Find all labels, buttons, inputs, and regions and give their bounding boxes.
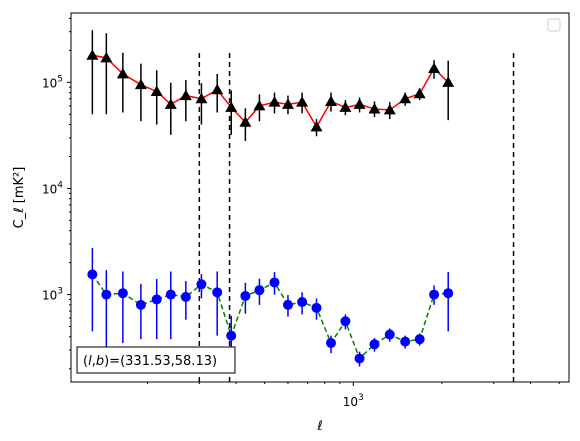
circle-marker: [254, 285, 265, 296]
triangle-marker: [211, 83, 224, 95]
triangle-marker: [310, 120, 323, 132]
circle-marker: [135, 299, 146, 310]
legend-box: [547, 18, 561, 32]
circle-marker: [369, 339, 380, 350]
triangle-marker: [179, 89, 192, 101]
circle-marker: [180, 291, 191, 302]
y-axis-label: C_ℓ [mK²]: [12, 167, 27, 229]
circle-marker: [414, 334, 425, 345]
circle-marker: [165, 289, 176, 300]
triangle-marker: [428, 62, 441, 73]
triangle-marker: [150, 85, 163, 96]
circle-marker: [240, 290, 251, 301]
circle-marker: [400, 336, 411, 347]
circle-marker: [297, 297, 308, 308]
circle-marker: [269, 277, 280, 288]
y-tick-label: 105: [42, 74, 63, 90]
y-tick-label: 104: [42, 180, 63, 196]
x-axis-label: ℓ: [316, 419, 322, 434]
circle-marker: [87, 269, 98, 280]
triangle-marker: [353, 98, 366, 109]
circle-marker: [117, 288, 128, 299]
triangle-marker: [100, 51, 113, 63]
triangle-marker: [383, 103, 396, 115]
triangle-marker: [134, 78, 147, 90]
annotation-text: (l,b)=(331.53,58.13): [83, 354, 217, 369]
circle-marker: [101, 289, 112, 300]
triangle-marker: [195, 92, 208, 104]
series-line: [92, 54, 449, 129]
triangle-marker: [339, 101, 352, 112]
triangle-marker: [413, 87, 426, 99]
triangle-marker: [399, 92, 412, 104]
triangle-marker: [225, 101, 238, 112]
circle-marker: [226, 330, 237, 341]
triangle-marker: [164, 98, 177, 109]
triangle-marker: [281, 98, 294, 109]
circle-marker: [326, 337, 337, 348]
triangle-marker: [239, 116, 252, 127]
series-layer: [86, 30, 515, 382]
y-tick-label: 103: [42, 287, 63, 303]
circle-marker: [340, 316, 351, 327]
triangle-marker: [86, 49, 99, 60]
circle-marker: [354, 353, 365, 364]
x-tick-label: 103: [343, 393, 364, 409]
circle-marker: [212, 287, 223, 298]
plot-frame: [70, 12, 570, 383]
triangle-marker: [296, 96, 309, 107]
circle-marker: [384, 329, 395, 340]
circle-marker: [311, 302, 322, 313]
circle-marker: [443, 288, 454, 299]
circle-marker: [151, 294, 162, 305]
triangle-marker: [442, 76, 455, 87]
triangle-marker: [325, 95, 338, 106]
circle-marker: [196, 279, 207, 290]
axis-layer: 103 104 105 103 ℓ C_ℓ [mK²]: [12, 17, 560, 434]
circle-marker: [429, 289, 440, 300]
triangle-marker: [368, 103, 381, 114]
series-line: [91, 273, 449, 360]
circle-marker: [282, 299, 293, 310]
triangle-marker: [268, 96, 281, 107]
triangle-marker: [116, 67, 129, 79]
triangle-marker: [253, 99, 266, 111]
annotation-box: (l,b)=(331.53,58.13): [76, 346, 236, 374]
